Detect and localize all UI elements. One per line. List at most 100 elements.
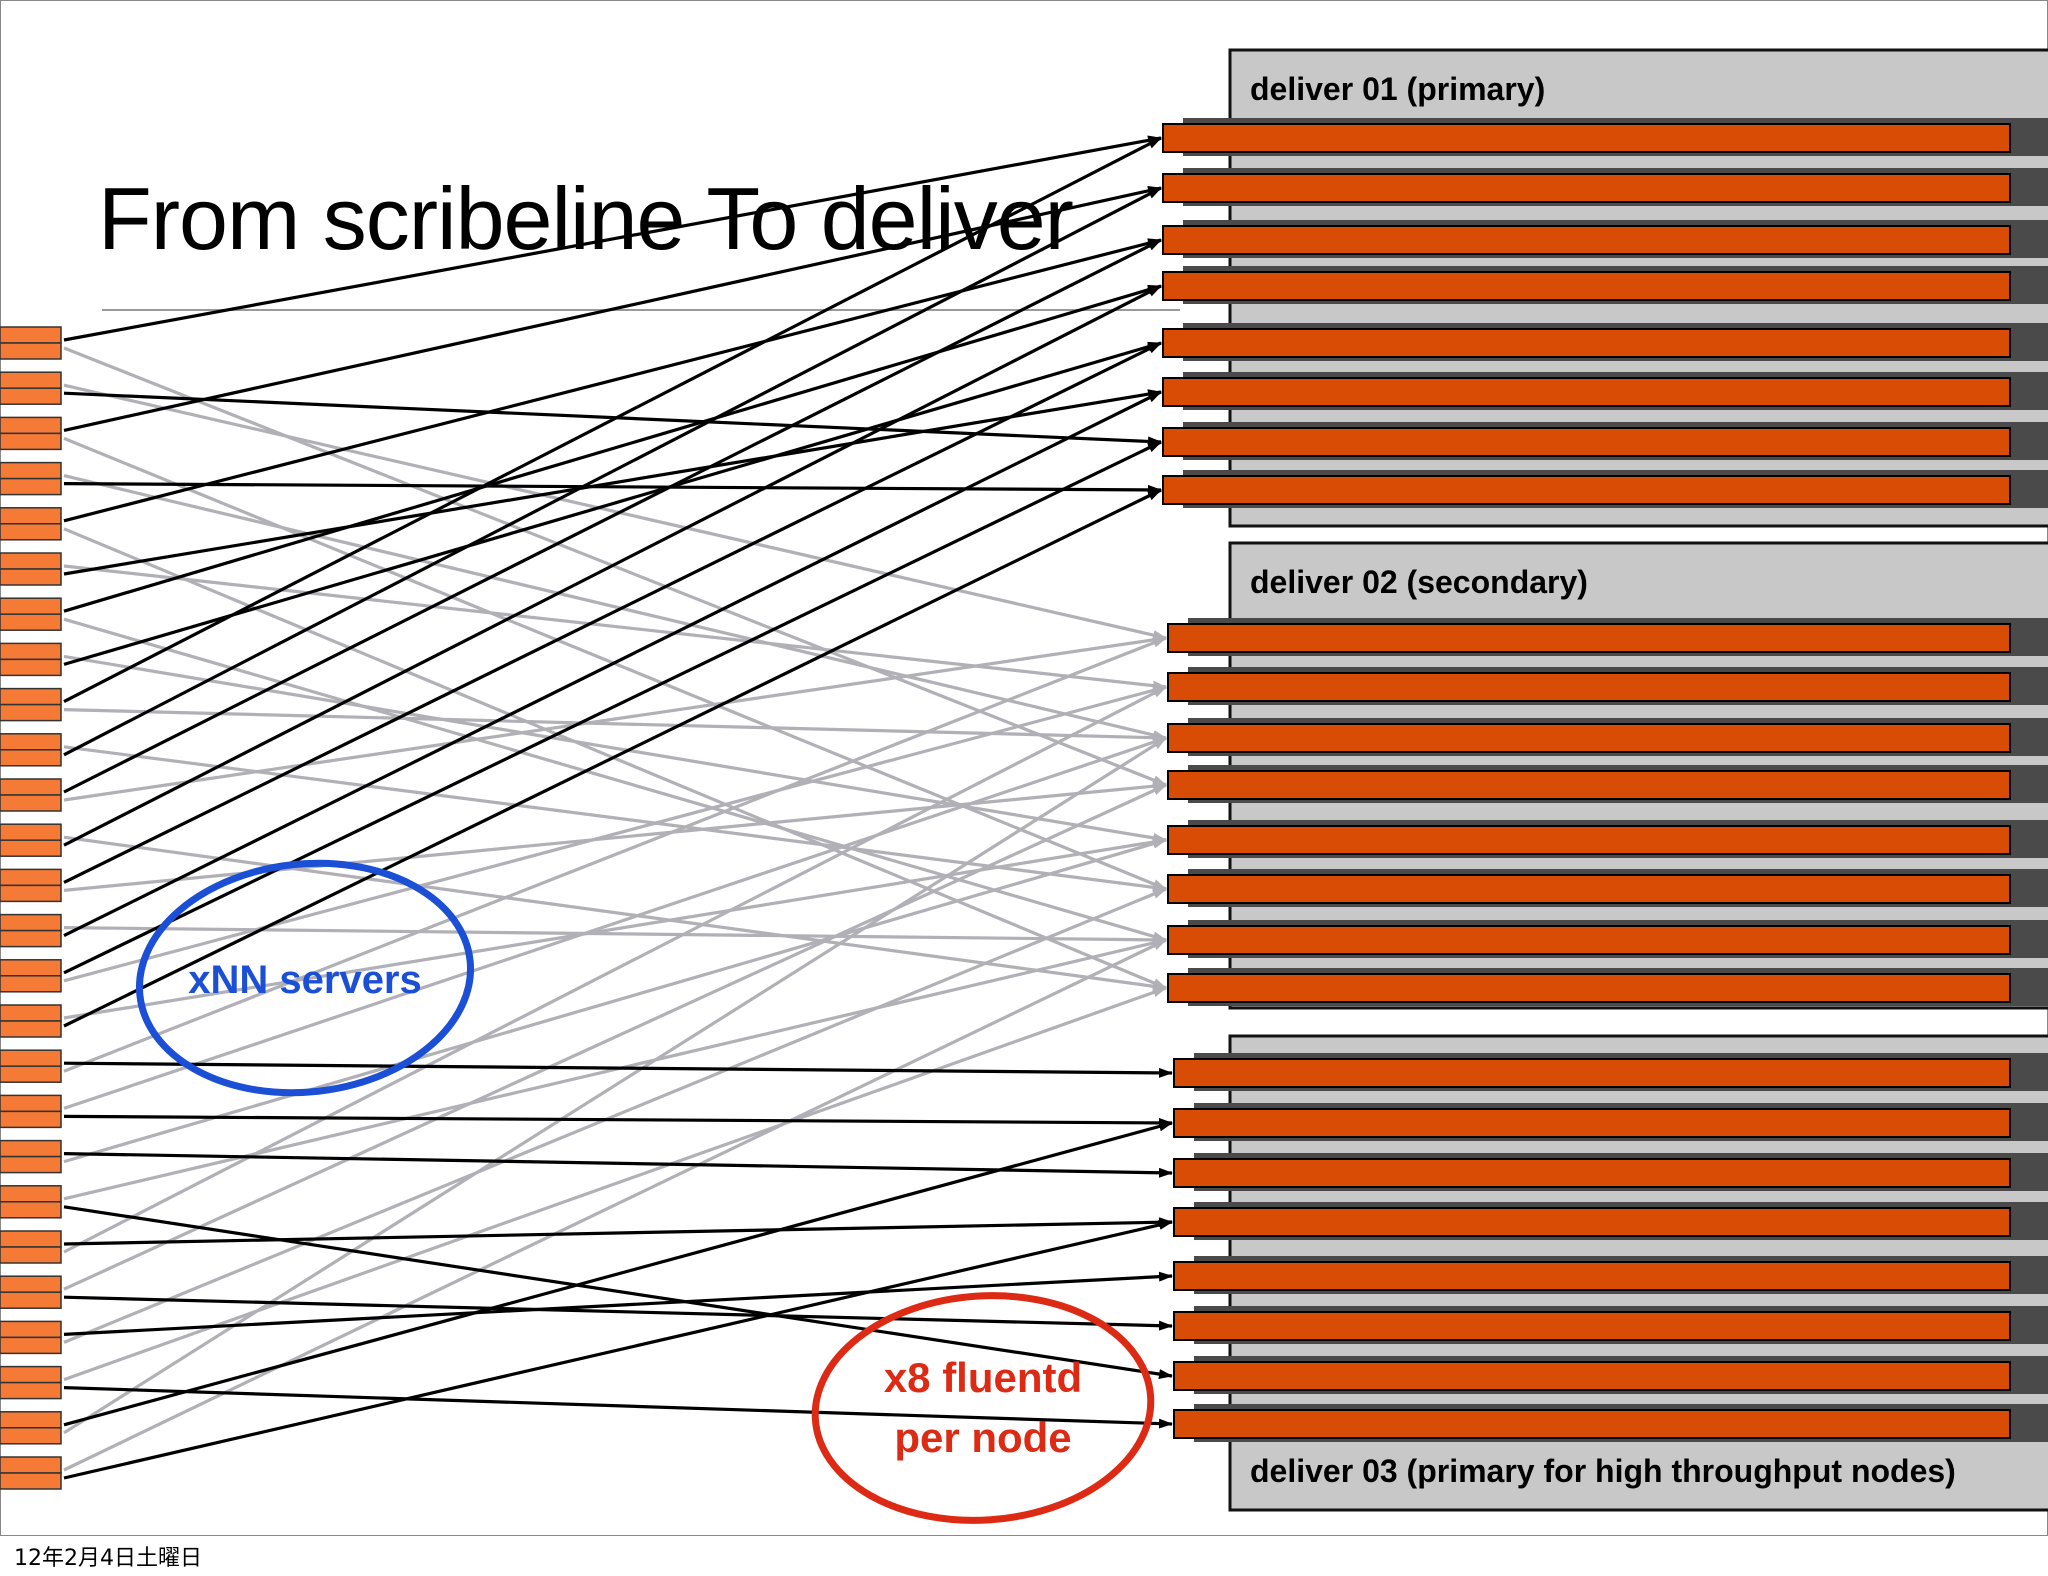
xnn-server xyxy=(0,733,62,767)
secondary-connection-arrow xyxy=(63,736,1167,1435)
xnn-server xyxy=(0,959,62,993)
deliver-node xyxy=(1173,1306,2048,1344)
secondary-connection-arrow xyxy=(63,383,1167,640)
xnn-server xyxy=(0,1049,62,1083)
secondary-connection-arrow xyxy=(63,346,1167,787)
xnn-server xyxy=(0,913,62,948)
secondary-connection-arrow xyxy=(63,783,1167,1291)
deliver-node xyxy=(1173,1404,2048,1442)
xnn-server xyxy=(0,1320,62,1355)
deliver-node xyxy=(1167,618,2048,656)
secondary-connection-arrow xyxy=(63,838,1167,1164)
xnn-server xyxy=(0,416,62,451)
secondary-connection-arrow xyxy=(63,708,1167,743)
fluentd-annotation: x8 fluentd per node xyxy=(811,1292,1155,1524)
primary-connection-arrow xyxy=(63,185,1162,432)
primary-connection-arrow xyxy=(63,391,1162,447)
secondary-connection-arrow xyxy=(63,564,1167,691)
primary-connection-arrow xyxy=(63,1061,1173,1078)
deliver-node xyxy=(1167,820,2048,858)
secondary-connection-arrow xyxy=(63,636,1167,1073)
primary-connection-arrow xyxy=(63,284,1162,613)
primary-connection-arrow xyxy=(63,1205,1173,1379)
xnn-server xyxy=(0,1411,62,1445)
primary-connection-arrow xyxy=(63,390,1162,938)
secondary-connection-arrow xyxy=(63,474,1167,740)
xnn-server xyxy=(0,1230,62,1264)
servers-label: xNN servers xyxy=(188,958,422,1002)
primary-connection-arrow xyxy=(63,136,1162,704)
xnn-server xyxy=(0,642,62,677)
deliver-node xyxy=(1162,323,2048,361)
primary-connection-arrow xyxy=(63,1271,1173,1336)
primary-connection-arrow xyxy=(63,341,1162,884)
xnn-server xyxy=(0,1004,62,1038)
xnn-server xyxy=(0,687,62,722)
deliver-node xyxy=(1167,718,2048,756)
deliver-node xyxy=(1173,1256,2048,1294)
xnn-server xyxy=(0,778,62,812)
primary-connection-arrow xyxy=(63,238,1162,794)
secondary-connection-arrow xyxy=(63,938,1167,1472)
primary-connection-arrow xyxy=(63,1152,1173,1178)
secondary-connection-arrow xyxy=(63,745,1167,893)
deliver-node xyxy=(1167,765,2048,803)
primary-connection-arrow xyxy=(63,389,1162,576)
deliver-node xyxy=(1162,220,2048,258)
deliver-node xyxy=(1173,1103,2048,1141)
xnn-server xyxy=(0,1456,62,1490)
primary-connection-arrow xyxy=(63,488,1162,1028)
deliver-node xyxy=(1162,422,2048,460)
deliver-node xyxy=(1173,1202,2048,1240)
primary-connection-arrow xyxy=(63,1217,1173,1246)
xnn-server xyxy=(0,371,62,405)
primary-connection-arrow xyxy=(63,1386,1173,1429)
primary-connection-arrow xyxy=(63,186,1162,757)
primary-connection-arrow xyxy=(63,135,1162,342)
secondary-connection-arrow xyxy=(63,736,1167,1110)
deliver-node xyxy=(1162,118,2048,156)
xnn-server xyxy=(0,868,62,903)
deliver-group-01-label: deliver 01 (primary) xyxy=(1250,71,1545,107)
secondary-connection-arrow xyxy=(63,634,1167,802)
xnn-server xyxy=(0,1275,62,1309)
secondary-connection-arrow xyxy=(63,654,1167,843)
deliver-node xyxy=(1173,1153,2048,1191)
secondary-connection-arrow xyxy=(63,617,1167,942)
primary-connection-arrow xyxy=(63,238,1162,523)
xnn-server xyxy=(0,597,62,631)
xnn-server xyxy=(0,326,62,360)
xnn-server xyxy=(0,1139,62,1174)
primary-connection-arrow xyxy=(63,284,1162,847)
primary-connection-arrow xyxy=(63,1295,1173,1331)
deliver-node xyxy=(1167,920,2048,958)
footer-date: 12年2月4日土曜日 xyxy=(14,1546,202,1571)
xnn-server xyxy=(0,1365,62,1400)
primary-connection-arrow xyxy=(63,1220,1173,1480)
deliver-node xyxy=(1167,869,2048,907)
secondary-connection-arrow xyxy=(63,926,1167,945)
xnn-server xyxy=(0,1185,62,1219)
primary-connection-arrow xyxy=(63,1114,1173,1128)
deliver-node xyxy=(1167,968,2048,1006)
xnn-server xyxy=(0,507,62,541)
secondary-connection-arrow xyxy=(63,685,1167,983)
deliver-node xyxy=(1162,470,2048,508)
deliver-node xyxy=(1162,168,2048,206)
xnn-server xyxy=(0,823,62,857)
secondary-connection-arrow xyxy=(63,887,1167,1344)
servers-ellipse xyxy=(135,859,475,1097)
xnn-server xyxy=(0,552,62,586)
primary-connection-arrow xyxy=(63,482,1162,495)
secondary-connection-arrow xyxy=(63,986,1167,1382)
fluentd-label-line2: per node xyxy=(894,1414,1071,1461)
xnn-server xyxy=(0,1094,62,1129)
primary-connection-arrow xyxy=(63,341,1162,666)
deliver-node xyxy=(1162,266,2048,304)
xnn-server xyxy=(0,461,62,496)
deliver-group-02-label: deliver 02 (secondary) xyxy=(1250,564,1588,600)
deliver-node xyxy=(1173,1053,2048,1091)
deliver-node xyxy=(1173,1356,2048,1394)
